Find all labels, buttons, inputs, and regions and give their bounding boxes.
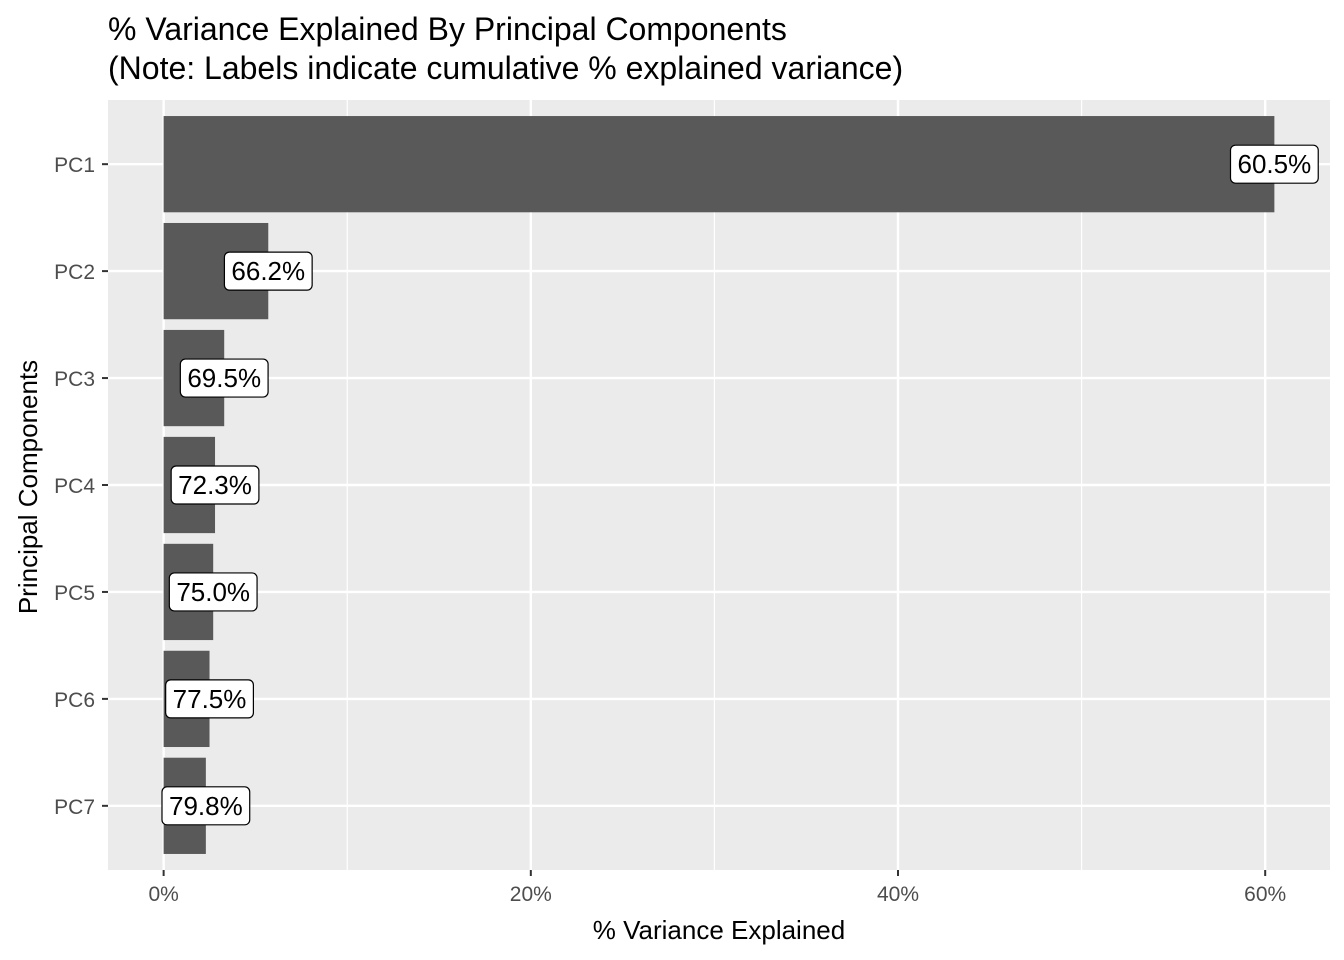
data-label: 66.2% [223,251,313,291]
data-label-text: 75.0% [176,577,250,607]
y-axis: PC1 PC2 PC3 PC4 PC5 PC6 PC7 [54,154,108,819]
x-tick-label: 20% [510,883,552,906]
x-axis: 0% 20% 40% 60% [148,870,1286,906]
chart-subtitle: (Note: Labels indicate cumulative % expl… [108,50,903,86]
chart-title: % Variance Explained By Principal Compon… [108,11,787,47]
x-tick-label: 0% [148,883,178,906]
data-label: 75.0% [168,572,258,612]
data-label: 79.8% [161,786,251,826]
y-tick-label: PC5 [54,582,95,605]
data-label: 69.5% [179,358,269,398]
data-labels: 60.5% 66.2% 69.5% 72.3% 75.0% 77.5% 79.8% [161,144,1319,826]
data-label-text: 77.5% [173,684,247,714]
data-label-box [223,251,313,291]
y-tick-label: PC6 [54,689,95,712]
bar-pc1 [163,116,1275,213]
data-label-box [168,572,258,612]
y-tick-label: PC4 [54,475,95,498]
data-label: 77.5% [165,679,254,719]
y-tick-label: PC7 [54,796,95,819]
data-label-text: 60.5% [1238,149,1312,179]
data-label-box [170,465,260,505]
data-label-text: 66.2% [231,256,305,286]
x-axis-title: % Variance Explained [593,915,845,945]
data-label-text: 79.8% [169,791,243,821]
y-tick-label: PC3 [54,368,95,391]
data-label-box [165,679,254,719]
y-tick-label: PC2 [54,261,95,284]
x-tick-label: 40% [877,883,919,906]
data-label-text: 69.5% [187,363,261,393]
x-tick-label: 60% [1244,883,1286,906]
y-axis-title: Principal Components [13,360,43,614]
data-label-text: 72.3% [178,470,252,500]
data-label-box [1229,144,1319,184]
data-label: 60.5% [1229,144,1319,184]
y-tick-label: PC1 [54,154,95,177]
data-label: 72.3% [170,465,260,505]
data-label-box [179,358,269,398]
data-label-box [161,786,251,826]
